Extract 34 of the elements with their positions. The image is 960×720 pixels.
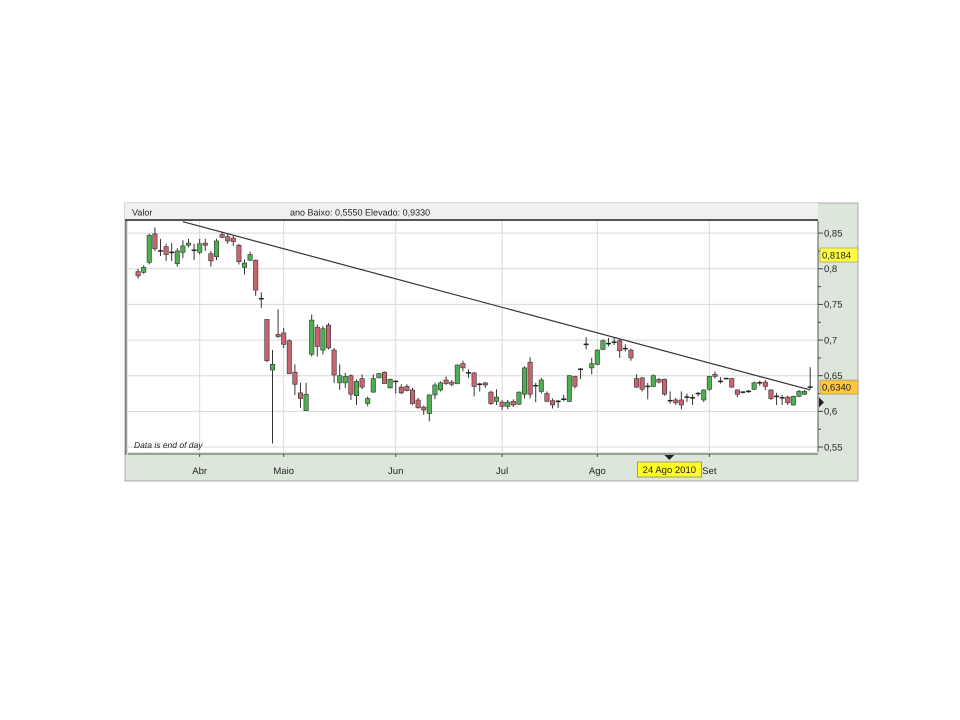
x-tick-label: Maio bbox=[273, 466, 294, 477]
candlestick bbox=[164, 243, 169, 262]
candlestick bbox=[617, 338, 622, 358]
candlestick bbox=[270, 350, 275, 444]
candlestick bbox=[258, 292, 265, 308]
candlestick bbox=[628, 348, 634, 362]
candlestick bbox=[600, 338, 606, 351]
candlestick bbox=[370, 374, 376, 394]
x-tick-label: Ago bbox=[588, 466, 606, 477]
annotation: Data is end of day bbox=[134, 440, 204, 450]
chart-subtitle: ano Baixo: 0,5550 Elevado: 0,9330 bbox=[290, 208, 430, 218]
candlestick bbox=[577, 367, 584, 380]
y-tick-label: 0,6 bbox=[824, 406, 838, 418]
x-tick-label: Set bbox=[702, 466, 717, 477]
y-tick-label: 0,8 bbox=[824, 264, 838, 276]
x-tick-label: Jul bbox=[496, 466, 508, 477]
text: 24 Ago 2010 bbox=[642, 464, 696, 476]
candlestick bbox=[582, 336, 590, 350]
candlestick bbox=[472, 372, 477, 397]
candlestick bbox=[365, 396, 370, 407]
y-tick-label: 0,7 bbox=[824, 335, 838, 346]
candlestick bbox=[538, 377, 544, 394]
y-tick-label: 0,75 bbox=[824, 300, 842, 311]
text: 0,8184 bbox=[822, 250, 852, 262]
text: 0,6340 bbox=[822, 382, 852, 394]
x-tick-label: Jun bbox=[388, 466, 404, 477]
y-tick-label: 0,55 bbox=[824, 442, 842, 454]
candlestick bbox=[242, 259, 247, 275]
chart-title: Valor bbox=[132, 208, 152, 218]
candlestick bbox=[236, 243, 242, 265]
candlestick bbox=[701, 388, 706, 403]
x-tick-label: Abr bbox=[192, 466, 208, 477]
y-tick-label: 0,65 bbox=[824, 371, 842, 382]
y-tick-label: 0,85 bbox=[824, 228, 842, 240]
